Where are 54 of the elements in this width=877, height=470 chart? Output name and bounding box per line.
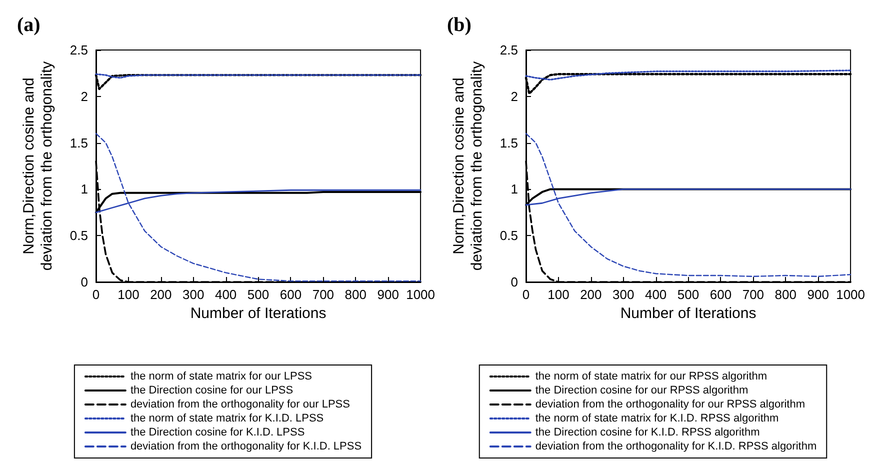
y-axis-title: Norm,Direction cosine and deviation from the orthogonality: [20, 60, 56, 271]
legend-label: the norm of state matrix for our LPSS: [130, 370, 312, 382]
x-tick-label: 1000: [836, 287, 865, 302]
legend-label: the norm of state matrix for K.I.D. RPSS algorithm: [535, 412, 779, 424]
x-tick-label: 0: [522, 287, 530, 302]
legend-label: the Direction cosine for K.I.D. RPSS algorithm: [535, 426, 760, 438]
chart-title: (a): [17, 14, 40, 36]
y-tick-label: 1: [80, 182, 88, 197]
legend-label: the Direction cosine for K.I.D. LPSS: [130, 426, 305, 438]
y-tick-label: 0: [80, 274, 88, 290]
x-tick-label: 500: [247, 287, 270, 302]
x-tick-label: 0: [92, 287, 100, 302]
x-tick-label: 300: [182, 287, 204, 302]
x-tick-label: 500: [677, 287, 700, 302]
legend-label: the norm of state matrix for our RPSS algorithm: [535, 370, 768, 382]
y-tick-label: 1.5: [500, 135, 518, 150]
chart-title: (b): [447, 14, 472, 36]
y-tick-label: 1: [510, 182, 518, 197]
y-tick-label: 2.5: [70, 42, 88, 58]
legend-label: the norm of state matrix for K.I.D. LPSS: [130, 412, 324, 424]
y-tick-label: 2.5: [500, 42, 518, 58]
x-tick-label: 400: [644, 287, 667, 302]
legend-label: the Direction cosine for our LPSS: [130, 384, 294, 396]
x-tick-label: 400: [214, 287, 237, 302]
y-tick-label: 2: [80, 88, 88, 104]
line-series: [525, 70, 852, 80]
x-tick-label: 200: [580, 287, 602, 302]
x-tick-label: 900: [377, 287, 399, 302]
legend-label: deviation from the orthogonality for our RPSS algorithm: [535, 398, 806, 410]
x-tick-label: 800: [344, 287, 366, 302]
x-tick-label: 700: [742, 287, 764, 302]
x-tick-label: 900: [807, 287, 829, 302]
legend-label: deviation from the orthogonality for K.I.D. LPSS: [130, 440, 362, 452]
legend-label: the Direction cosine for our RPSS algorithm: [535, 384, 748, 396]
y-tick-label: 2: [510, 88, 518, 104]
x-axis-title: Number of Iterations: [190, 305, 326, 322]
y-tick-label: 0.5: [70, 228, 88, 244]
x-tick-label: 200: [150, 287, 172, 302]
x-tick-label: 1000: [406, 287, 435, 302]
x-axis-title: Number of Iterations: [620, 305, 756, 322]
x-tick-label: 100: [118, 287, 140, 302]
y-tick-label: 1.5: [70, 135, 88, 150]
legend-label: deviation from the orthogonality for our LPSS: [130, 398, 350, 410]
x-tick-label: 700: [312, 287, 334, 302]
y-tick-label: 0.5: [500, 228, 518, 244]
x-tick-label: 600: [710, 287, 732, 302]
line-series: [525, 132, 852, 278]
y-tick-label: 0: [510, 274, 518, 290]
y-axis-title: Norm,Direction cosine and deviation from the orthogonality: [450, 60, 486, 271]
x-tick-label: 300: [612, 287, 634, 302]
x-tick-label: 100: [548, 287, 570, 302]
x-tick-label: 600: [280, 287, 302, 302]
legend-label: deviation from the orthogonality for K.I.D. RPSS algorithm: [535, 440, 817, 452]
x-tick-label: 800: [774, 287, 796, 302]
